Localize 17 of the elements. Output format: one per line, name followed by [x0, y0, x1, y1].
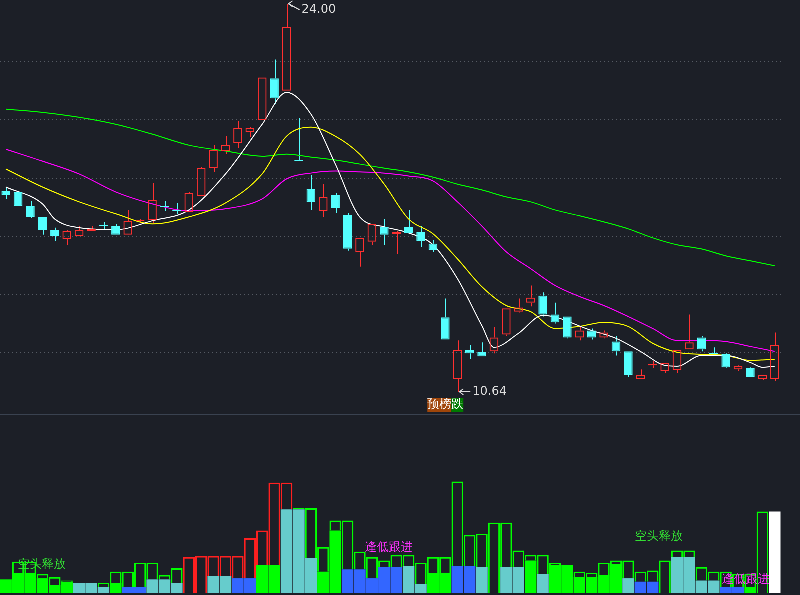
- candlestick: [160, 200, 170, 212]
- candlestick: [343, 212, 352, 252]
- annotation: 逢低跟进: [365, 540, 413, 554]
- candlestick: [478, 342, 486, 357]
- candlestick: [270, 59, 279, 105]
- candlestick: [563, 316, 572, 340]
- candlestick: [441, 298, 450, 340]
- candlestick: [624, 352, 633, 378]
- text: 预榜跌: [428, 397, 464, 412]
- bar: [537, 574, 549, 593]
- annotation: 24.00: [302, 2, 336, 16]
- bar: [622, 578, 634, 593]
- bar: [476, 567, 488, 593]
- annotation: 10.64: [472, 384, 507, 398]
- candlestick: [538, 292, 548, 318]
- annotation: 空头释放: [635, 529, 683, 544]
- bar: [769, 512, 781, 593]
